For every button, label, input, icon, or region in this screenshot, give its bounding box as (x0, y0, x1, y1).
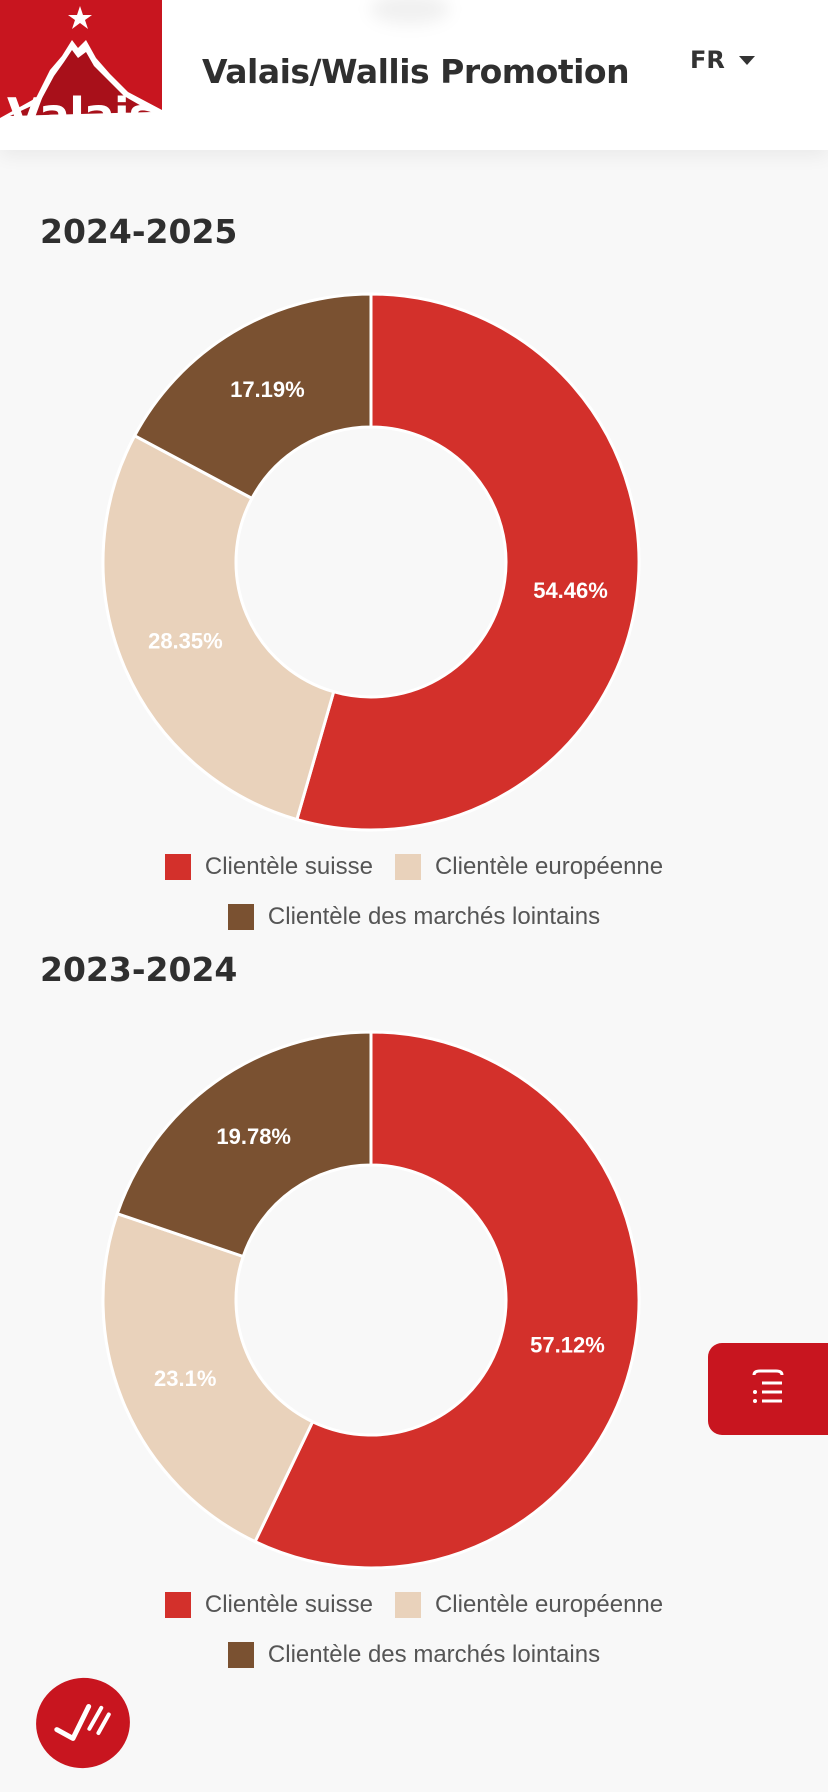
legend-item[interactable]: Clientèle des marchés lointains (227, 903, 601, 931)
valais-logo[interactable]: Valais (0, 0, 162, 150)
checkmark-icon (54, 1703, 111, 1741)
legend-item[interactable]: Clientèle européenne (394, 853, 664, 881)
legend-label: Clientèle européenne (434, 1591, 664, 1618)
legend-item[interactable]: Clientèle suisse (164, 1591, 373, 1619)
legend-label: Clientèle des marchés lointains (267, 903, 601, 930)
legend-label: Clientèle suisse (204, 1591, 373, 1618)
site-header: Valais Valais/Wallis Promotion FR (0, 0, 828, 150)
site-title: Valais/Wallis Promotion (202, 52, 630, 91)
donut-slice[interactable] (132, 292, 373, 501)
legend-row: Clientèle suisse Clientèle européenne (0, 842, 828, 892)
donut-chart: 54.46% 28.35% 17.19% (0, 282, 828, 842)
side-menu-tab[interactable] (708, 1343, 828, 1435)
language-label: FR (690, 46, 725, 74)
donut-chart-svg: 54.46% 28.35% 17.19% (101, 292, 641, 832)
checkmark-button[interactable] (27, 1669, 139, 1777)
legend-row: Clientèle des marchés lointains (0, 1630, 828, 1680)
donut-chart-svg: 57.12% 23.1% 19.78% (101, 1030, 641, 1570)
donut-slice[interactable] (101, 433, 336, 822)
chart-legend: Clientèle suisse Clientèle européenne Clie… (0, 842, 828, 942)
legend-swatch (164, 1592, 191, 1618)
legend-label: Clientèle des marchés lointains (267, 1641, 601, 1668)
list-icon (752, 1369, 784, 1403)
chart-title: 2024-2025 (40, 212, 238, 251)
donut-slice[interactable] (101, 1211, 315, 1544)
chevron-down-icon (738, 55, 755, 65)
donut-slice[interactable] (253, 1030, 641, 1570)
donut-chart: 57.12% 23.1% 19.78% (0, 1020, 828, 1580)
legend-swatch (394, 854, 421, 880)
legend-item[interactable]: Clientèle suisse (164, 853, 373, 881)
matterhorn-icon (0, 6, 162, 150)
slice-label: 17.19% (230, 377, 305, 402)
legend-label: Clientèle européenne (434, 853, 664, 880)
legend-item[interactable]: Clientèle des marchés lointains (227, 1641, 601, 1669)
legend-item[interactable]: Clientèle européenne (394, 1591, 664, 1619)
logo-text: Valais (6, 88, 156, 142)
legend-swatch (227, 904, 254, 930)
header-shadow (370, 0, 450, 24)
slice-label: 54.46% (533, 578, 608, 603)
legend-swatch (164, 854, 191, 880)
donut-slice[interactable] (115, 1030, 373, 1259)
language-selector[interactable]: FR (690, 46, 755, 74)
slice-label: 19.78% (216, 1124, 291, 1149)
legend-row: Clientèle des marchés lointains (0, 892, 828, 942)
legend-label: Clientèle suisse (204, 853, 373, 880)
chart-title: 2023-2024 (40, 950, 238, 989)
slice-label: 28.35% (148, 628, 223, 653)
legend-row: Clientèle suisse Clientèle européenne (0, 1580, 828, 1630)
legend-swatch (394, 1592, 421, 1618)
donut-slice[interactable] (295, 292, 641, 832)
slice-label: 23.1% (154, 1366, 216, 1391)
slice-label: 57.12% (530, 1333, 605, 1358)
chart-legend: Clientèle suisse Clientèle européenne Clie… (0, 1580, 828, 1680)
legend-swatch (227, 1642, 254, 1668)
